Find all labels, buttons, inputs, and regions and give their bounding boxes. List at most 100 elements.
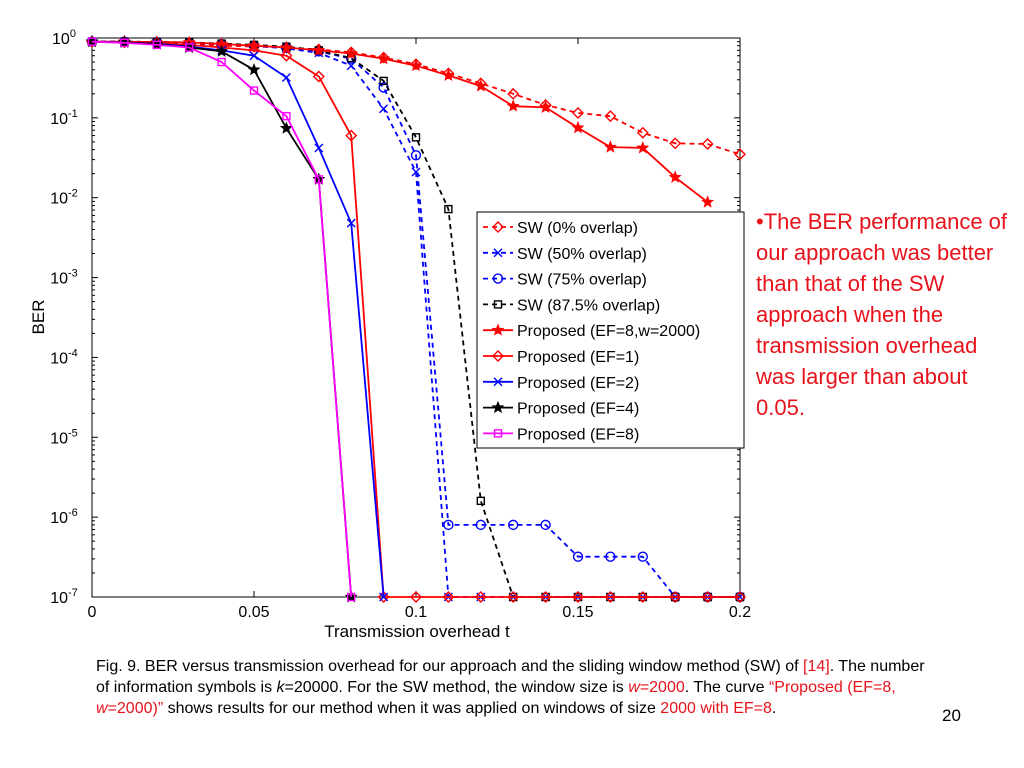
data-point [377, 51, 391, 65]
data-point [701, 591, 714, 603]
y-axis-label: BER [29, 300, 48, 335]
data-point [734, 591, 746, 603]
legend-label: SW (50% overlap) [517, 246, 647, 263]
legend-marker [492, 273, 504, 284]
data-point [474, 79, 488, 92]
series-line [91, 40, 385, 598]
ber-chart: 0 0.05 0.1 0.15 0.2 100 10-1 10-2 10-3 10-4 10-5 10… [29, 28, 751, 641]
data-point [636, 126, 649, 139]
data-point [249, 51, 259, 61]
data-point [247, 62, 261, 76]
legend-marker [493, 300, 503, 309]
x-tick-label: 0 [88, 604, 97, 621]
data-point [572, 591, 584, 603]
x-tick-label: 0.05 [238, 604, 269, 621]
data-point [217, 57, 226, 67]
data-point [669, 137, 682, 150]
series-line [91, 40, 353, 598]
data-point [572, 551, 584, 562]
data-point [87, 37, 97, 46]
data-point [409, 58, 423, 72]
data-point [443, 519, 454, 531]
y-tick-label: 100 [52, 28, 76, 48]
data-point [604, 591, 617, 603]
data-point [379, 76, 388, 86]
data-point [346, 218, 356, 228]
legend-marker [491, 323, 505, 336]
data-point [506, 99, 520, 112]
legend-label: SW (0% overlap) [517, 220, 638, 237]
legend-marker [493, 377, 503, 387]
y-tick-label: 10-6 [50, 507, 78, 527]
data-point [377, 51, 390, 64]
data-point [442, 67, 455, 80]
legend-entry: Proposed (EF=1) [483, 349, 639, 366]
legend-entry: SW (75% overlap) [483, 272, 647, 289]
data-point [280, 49, 293, 62]
data-point [572, 107, 584, 119]
y-tick-label: 10-4 [50, 347, 78, 367]
legend-label: Proposed (EF=1) [517, 349, 639, 366]
data-point [345, 46, 358, 59]
data-point [314, 175, 323, 184]
legend-entry: Proposed (EF=4) [483, 401, 639, 418]
data-point [314, 143, 324, 153]
legend-label: SW (75% overlap) [517, 272, 647, 289]
data-point [282, 111, 291, 121]
series-line [91, 40, 353, 598]
data-point [442, 591, 455, 603]
data-point [411, 133, 421, 142]
data-point [636, 141, 650, 154]
data-point [604, 110, 617, 123]
data-point [345, 129, 358, 142]
legend-label: Proposed (EF=8) [517, 426, 639, 443]
legend-marker [493, 429, 503, 438]
data-point [281, 73, 291, 83]
data-point [410, 58, 422, 71]
x-tick-label: 0.2 [729, 604, 751, 621]
data-point [539, 100, 553, 114]
legend-entry: Proposed (EF=8,w=2000) [483, 323, 700, 340]
data-point [379, 104, 389, 114]
legend-label: SW (87.5% overlap) [517, 297, 660, 314]
x-axis-label: Transmission overhead t [324, 622, 510, 641]
data-point [539, 591, 552, 603]
legend-label: Proposed (EF=2) [517, 375, 639, 392]
legend-label: Proposed (EF=4) [517, 401, 639, 418]
data-point [347, 592, 356, 602]
legend-marker [492, 350, 504, 362]
data-point [411, 167, 421, 177]
legend-entry: Proposed (EF=8) [483, 426, 639, 443]
data-point [603, 140, 617, 153]
series-line [92, 40, 709, 203]
data-point [474, 591, 487, 603]
data-point [377, 591, 390, 603]
data-point [215, 44, 229, 57]
data-point [410, 150, 422, 161]
data-point [571, 120, 585, 134]
data-point [475, 519, 486, 531]
y-tick-label: 10-3 [50, 268, 78, 288]
data-point [668, 170, 682, 183]
figure-caption: Fig. 9. BER versus transmission overhead… [96, 658, 925, 717]
data-point [379, 592, 389, 602]
legend-entry: SW (50% overlap) [483, 246, 647, 263]
y-tick-label: 10-5 [50, 427, 78, 447]
series-4 [85, 34, 715, 208]
data-point [410, 591, 422, 603]
data-point [508, 519, 519, 531]
side-note: •The BER performance of our approach was… [756, 209, 1008, 420]
data-point [540, 519, 551, 531]
data-point [605, 551, 616, 562]
legend-entry: SW (0% overlap) [483, 220, 638, 237]
data-point [152, 40, 162, 50]
legend-label: Proposed (EF=8,w=2000) [517, 323, 700, 340]
legend-marker [492, 221, 504, 233]
data-point [734, 148, 746, 161]
legend-entry: SW (87.5% overlap) [483, 297, 660, 314]
data-point [507, 591, 520, 603]
series-6 [87, 37, 389, 602]
x-tick-label: 0.15 [562, 604, 593, 621]
y-tick-label: 10-1 [50, 108, 78, 128]
data-point [636, 591, 649, 603]
